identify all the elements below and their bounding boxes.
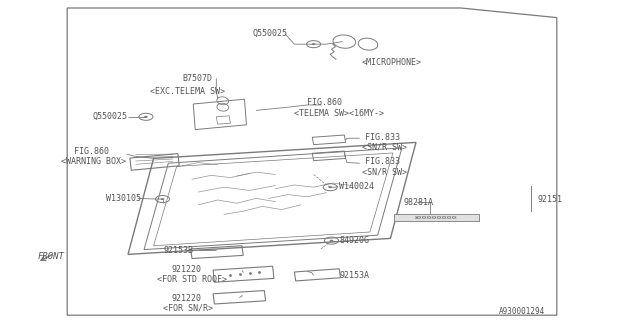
Text: XXXXXXXXXXXXXXXXX: XXXXXXXXXXXXXXXXX	[415, 216, 458, 220]
Text: Q550025: Q550025	[93, 112, 128, 121]
Circle shape	[328, 186, 332, 188]
Text: W140024: W140024	[339, 182, 374, 191]
Text: <FOR STD ROOF>: <FOR STD ROOF>	[157, 276, 227, 284]
Text: FIG.833: FIG.833	[365, 133, 400, 142]
Text: 921220: 921220	[172, 294, 202, 303]
Text: <MICROPHONE>: <MICROPHONE>	[362, 58, 422, 67]
Text: 84920G: 84920G	[339, 236, 369, 245]
Circle shape	[144, 116, 148, 118]
Text: FIG.833: FIG.833	[365, 157, 400, 166]
Text: Q550025: Q550025	[253, 29, 288, 38]
Text: 92153B: 92153B	[163, 246, 193, 255]
Circle shape	[161, 198, 164, 200]
Text: <TELEMA SW><16MY->: <TELEMA SW><16MY->	[294, 109, 385, 118]
Text: FIG.860: FIG.860	[307, 98, 342, 107]
Text: <EXC.TELEMA SW>: <EXC.TELEMA SW>	[150, 87, 225, 96]
Text: A930001294: A930001294	[499, 307, 545, 316]
Text: FRONT: FRONT	[37, 252, 64, 261]
Text: <SN/R SW>: <SN/R SW>	[362, 168, 406, 177]
Text: 921220: 921220	[172, 265, 202, 274]
Text: B7507D: B7507D	[182, 74, 212, 83]
Text: 92151: 92151	[538, 196, 563, 204]
Text: <FOR SN/R>: <FOR SN/R>	[163, 303, 213, 312]
Text: FIG.860: FIG.860	[74, 147, 109, 156]
Circle shape	[312, 43, 316, 45]
Text: 92153A: 92153A	[339, 271, 369, 280]
Circle shape	[330, 240, 333, 242]
Polygon shape	[394, 214, 479, 221]
Text: 98281A: 98281A	[403, 198, 433, 207]
Text: <SN/R SW>: <SN/R SW>	[362, 143, 406, 152]
Text: <WARNING BOX>: <WARNING BOX>	[61, 157, 126, 166]
Text: W130105: W130105	[106, 194, 141, 203]
